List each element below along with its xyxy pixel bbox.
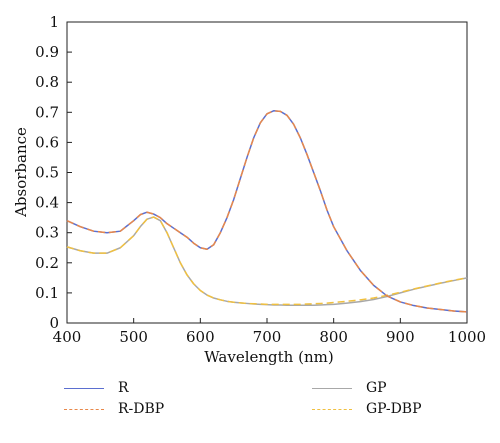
x-tick-label: 500: [119, 328, 148, 346]
legend-swatch-r-dbp: [64, 408, 104, 410]
y-tick-label: 0.8: [35, 73, 59, 91]
plot-border: [66, 21, 468, 324]
series-line-r-dbp: [66, 110, 468, 313]
legend-label-r: R: [118, 380, 129, 396]
y-axis-ticks: 0 0.1 0.2 0.3 0.4 0.5 0.6 0.7 0.8 0.9 1: [35, 13, 72, 332]
y-tick-label: 0.3: [35, 224, 59, 242]
legend-swatch-gp-dbp: [312, 408, 352, 410]
y-tick-label: 1: [49, 13, 59, 31]
plot-frame: [66, 21, 468, 324]
legend-swatch-r: [64, 387, 104, 389]
series-line-r: [66, 110, 468, 313]
x-tick-label: 800: [319, 328, 348, 346]
y-tick-label: 0.4: [35, 194, 59, 212]
y-tick-label: 0.7: [35, 103, 59, 121]
legend-item-gp-dbp: GP-DBP: [312, 401, 422, 417]
series-line-gp-dbp: [66, 216, 468, 306]
x-tick-label: 400: [53, 328, 82, 346]
legend-label-gp-dbp: GP-DBP: [366, 401, 422, 417]
y-tick-label: 0: [49, 314, 59, 332]
legend-label-r-dbp: R-DBP: [118, 401, 165, 417]
x-tick-label: 600: [186, 328, 215, 346]
legend-item-r-dbp: R-DBP: [64, 401, 164, 417]
y-tick-label: 0.2: [35, 254, 59, 272]
y-axis-label: Absorbance: [12, 127, 30, 218]
legend-item-gp: GP: [312, 380, 387, 396]
x-axis-ticks: 400 500 600 700 800 900 1000: [53, 318, 486, 346]
x-tick-label: 900: [386, 328, 415, 346]
legend-label-gp: GP: [366, 380, 387, 396]
legend-swatch-gp: [312, 387, 352, 389]
series-layer: [66, 110, 468, 313]
y-tick-label: 0.1: [35, 284, 59, 302]
y-tick-label: 0.5: [35, 164, 59, 182]
x-tick-label: 1000: [448, 328, 486, 346]
series-line-gp: [66, 216, 468, 306]
x-tick-label: 700: [253, 328, 282, 346]
legend-item-r: R: [64, 380, 129, 396]
y-tick-label: 0.9: [35, 43, 59, 61]
x-axis-label: Wavelength (nm): [204, 348, 333, 366]
y-tick-label: 0.6: [35, 133, 59, 151]
